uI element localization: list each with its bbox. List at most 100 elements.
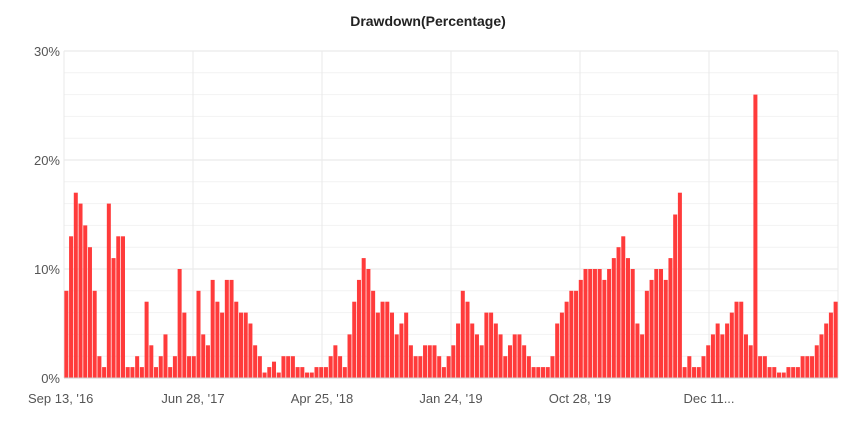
- bar: [649, 279, 654, 378]
- bar: [484, 312, 489, 378]
- bar: [654, 269, 659, 378]
- bar: [758, 356, 763, 378]
- bar: [701, 356, 706, 378]
- y-tick-label: 0%: [41, 371, 60, 386]
- bar: [323, 367, 328, 378]
- bar: [413, 356, 418, 378]
- bar: [116, 236, 121, 378]
- bar: [319, 367, 324, 378]
- bar: [460, 290, 465, 378]
- x-tick-label: Jan 24, '19: [419, 391, 482, 406]
- bar: [352, 301, 357, 378]
- bar: [677, 192, 682, 378]
- bar: [418, 356, 423, 378]
- bar: [276, 372, 281, 378]
- bar: [583, 269, 588, 378]
- bar: [87, 247, 92, 378]
- bar: [111, 258, 116, 378]
- bar: [526, 356, 531, 378]
- bar: [423, 345, 428, 378]
- bar: [390, 312, 395, 378]
- bar: [819, 334, 824, 378]
- bar: [536, 367, 541, 378]
- bar: [371, 290, 376, 378]
- bar: [753, 94, 758, 378]
- bar: [465, 301, 470, 378]
- bar: [92, 290, 97, 378]
- x-tick-label: Dec 11...: [683, 391, 734, 406]
- bar: [479, 345, 484, 378]
- bar: [786, 367, 791, 378]
- bar: [290, 356, 295, 378]
- bar: [342, 367, 347, 378]
- bar: [507, 345, 512, 378]
- bar: [201, 334, 206, 378]
- bar: [333, 345, 338, 378]
- bar: [687, 356, 692, 378]
- bar: [356, 279, 361, 378]
- bar: [196, 290, 201, 378]
- bar: [154, 367, 159, 378]
- bar: [564, 301, 569, 378]
- bar: [635, 323, 640, 378]
- bar: [272, 361, 277, 378]
- bar: [777, 372, 782, 378]
- bar: [130, 367, 135, 378]
- bar: [795, 367, 800, 378]
- bar: [597, 269, 602, 378]
- bar: [781, 372, 786, 378]
- bar: [78, 203, 83, 378]
- bar: [158, 356, 163, 378]
- bar: [305, 372, 310, 378]
- bar: [602, 279, 607, 378]
- bar: [177, 269, 182, 378]
- bar: [210, 279, 215, 378]
- bar: [545, 367, 550, 378]
- bar: [234, 301, 239, 378]
- bar: [663, 279, 668, 378]
- bar: [257, 356, 262, 378]
- bar: [361, 258, 366, 378]
- bar: [163, 334, 168, 378]
- bar: [253, 345, 258, 378]
- bar: [489, 312, 494, 378]
- y-tick-label: 30%: [34, 44, 60, 59]
- bar: [625, 258, 630, 378]
- y-axis-ticks: 0% 10% 20% 30%: [34, 44, 60, 386]
- bar: [120, 236, 125, 378]
- bar: [814, 345, 819, 378]
- bar: [135, 356, 140, 378]
- bar: [220, 312, 225, 378]
- bar: [248, 323, 253, 378]
- bar: [281, 356, 286, 378]
- bar: [97, 356, 102, 378]
- bar: [73, 192, 78, 378]
- bar: [503, 356, 508, 378]
- bar: [559, 312, 564, 378]
- bar: [805, 356, 810, 378]
- bar: [592, 269, 597, 378]
- bar: [748, 345, 753, 378]
- bar: [300, 367, 305, 378]
- bar: [541, 367, 546, 378]
- bar: [668, 258, 673, 378]
- bar: [833, 301, 838, 378]
- bar: [286, 356, 291, 378]
- bar: [474, 334, 479, 378]
- bar: [229, 279, 234, 378]
- bar: [238, 312, 243, 378]
- bar: [824, 323, 829, 378]
- bar: [555, 323, 560, 378]
- bar: [380, 301, 385, 378]
- bar: [262, 372, 267, 378]
- bar: [328, 356, 333, 378]
- bar: [243, 312, 248, 378]
- bar: [706, 345, 711, 378]
- bar: [725, 323, 730, 378]
- bar: [517, 334, 522, 378]
- bar: [375, 312, 380, 378]
- bar: [182, 312, 187, 378]
- bar: [522, 345, 527, 378]
- bar: [394, 334, 399, 378]
